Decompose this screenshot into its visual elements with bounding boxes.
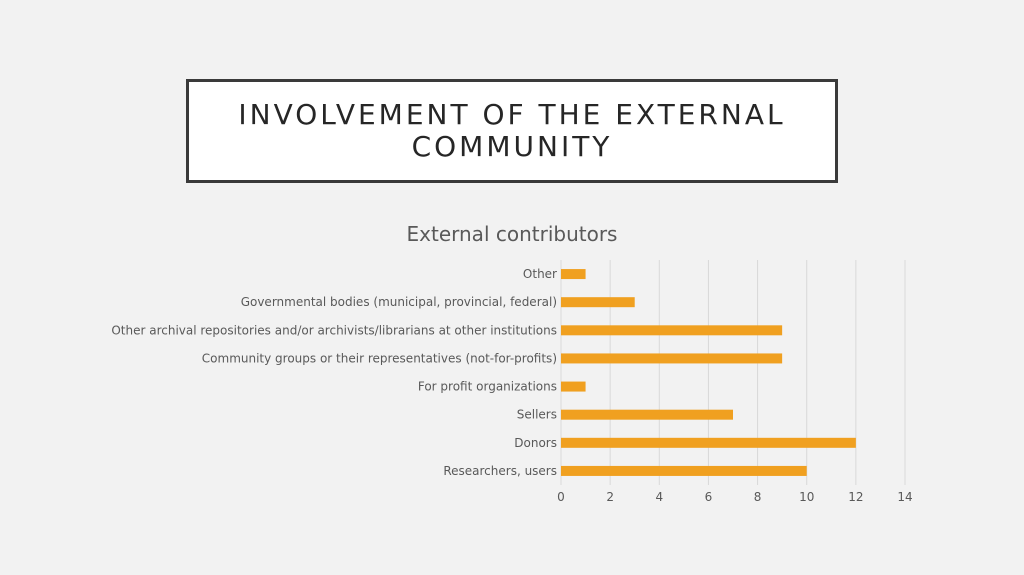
slide-title: INVOLVEMENT OF THE EXTERNAL COMMUNITY bbox=[238, 98, 786, 163]
x-tick-label: 2 bbox=[606, 490, 614, 504]
category-label: Sellers bbox=[517, 408, 557, 422]
x-tick-label: 14 bbox=[897, 490, 912, 504]
chart-title: External contributors bbox=[406, 222, 618, 246]
category-label: Community groups or their representative… bbox=[202, 351, 557, 365]
category-label: Other archival repositories and/or archi… bbox=[111, 323, 557, 337]
category-label: Researchers, users bbox=[443, 464, 557, 478]
bar bbox=[561, 437, 856, 448]
x-tick-label: 0 bbox=[557, 490, 565, 504]
title-box: INVOLVEMENT OF THE EXTERNAL COMMUNITY bbox=[186, 79, 838, 183]
category-label: Other bbox=[523, 267, 557, 281]
bar bbox=[561, 297, 635, 308]
category-label: Governmental bodies (municipal, provinci… bbox=[241, 295, 557, 309]
bar bbox=[561, 353, 783, 364]
x-tick-label: 4 bbox=[655, 490, 663, 504]
bar bbox=[561, 465, 807, 476]
bar bbox=[561, 409, 733, 420]
category-label: Donors bbox=[514, 436, 557, 450]
category-label: For profit organizations bbox=[418, 380, 557, 394]
x-tick-label: 12 bbox=[848, 490, 863, 504]
x-tick-label: 10 bbox=[799, 490, 814, 504]
x-tick-label: 6 bbox=[705, 490, 713, 504]
bar bbox=[561, 381, 586, 392]
bar bbox=[561, 269, 586, 280]
bar bbox=[561, 325, 783, 336]
x-tick-label: 8 bbox=[754, 490, 762, 504]
